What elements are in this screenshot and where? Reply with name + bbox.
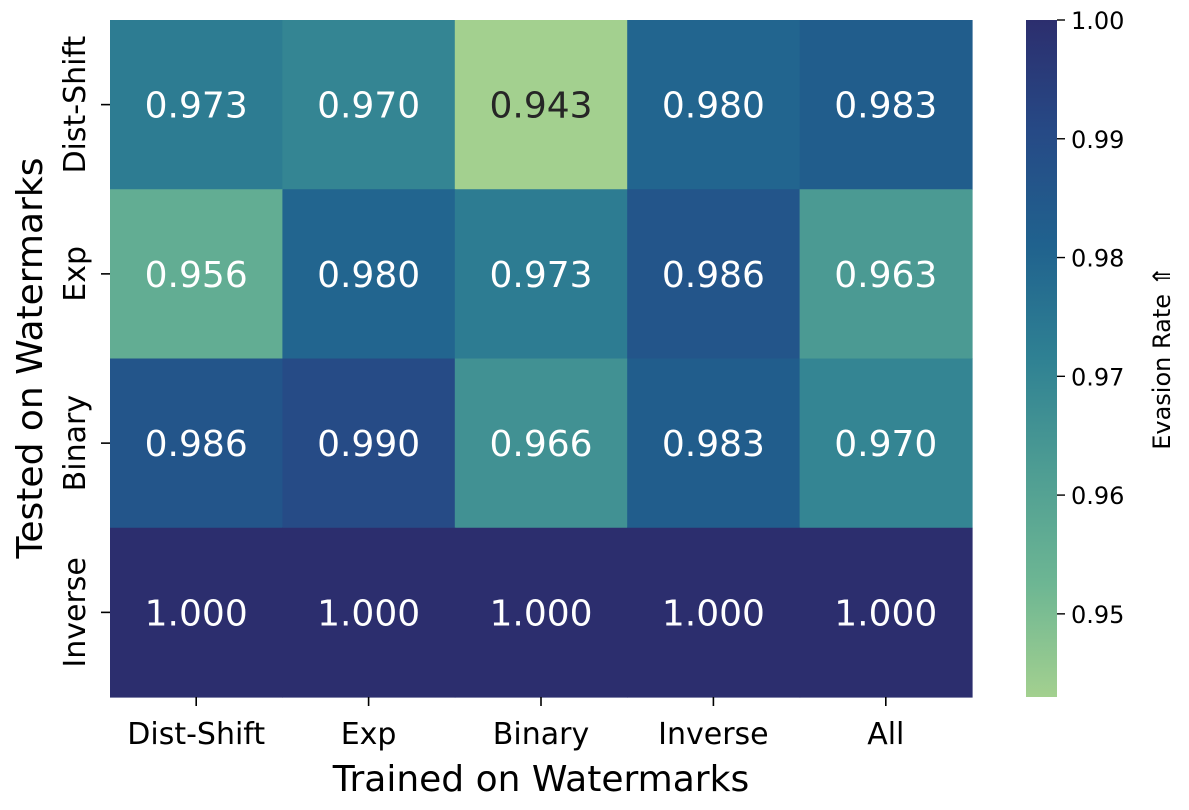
- colorbar-tick-label: 0.97: [1071, 363, 1124, 391]
- x-tick-label: Inverse: [658, 717, 769, 752]
- cell-value-label: 1.000: [145, 593, 248, 634]
- cell-value-label: 0.970: [834, 424, 937, 465]
- heatmap-cell: [282, 20, 456, 190]
- heatmap-cells: [110, 20, 973, 698]
- y-tick-label: Inverse: [58, 557, 93, 668]
- cell-value-label: 0.943: [489, 86, 592, 127]
- cell-value-label: 0.983: [662, 424, 765, 465]
- heatmap-cell: [799, 527, 973, 698]
- heatmap-cell: [799, 20, 973, 190]
- y-axis-ticks: Dist-Shift Exp Binary Inverse: [58, 35, 110, 668]
- cell-value-label: 0.980: [317, 255, 420, 296]
- heatmap-cell: [627, 358, 801, 529]
- cell-value-label: 0.966: [489, 424, 592, 465]
- colorbar-tick-label: 0.99: [1071, 126, 1124, 154]
- colorbar-ticks: 0.95 0.96 0.97 0.98 0.99 1.00: [1057, 7, 1124, 629]
- cell-value-label: 0.956: [145, 255, 248, 296]
- heatmap-cell: [110, 20, 283, 190]
- x-tick-label: All: [867, 717, 904, 752]
- heatmap-cell: [627, 189, 801, 360]
- heatmap-cell: [627, 527, 801, 698]
- heatmap-cell: [110, 189, 283, 360]
- y-axis-title: Tested on Watermarks: [10, 158, 51, 560]
- cell-value-label: 0.990: [317, 424, 420, 465]
- x-axis-title: Trained on Watermarks: [332, 759, 749, 800]
- cell-value-label: 1.000: [662, 593, 765, 634]
- cell-value-label: 0.963: [834, 255, 937, 296]
- colorbar-title: Evasion Rate ⇑: [1148, 266, 1176, 450]
- colorbar-tick-label: 0.98: [1071, 245, 1124, 273]
- cell-value-label: 0.986: [145, 424, 248, 465]
- heatmap-cell: [454, 358, 628, 529]
- heatmap-cell: [110, 527, 283, 698]
- y-tick-label: Exp: [58, 246, 93, 302]
- heatmap-cell: [454, 189, 628, 360]
- heatmap-cell: [799, 358, 973, 529]
- cell-value-label: 1.000: [489, 593, 592, 634]
- x-tick-label: Binary: [493, 717, 589, 752]
- cell-value-label: 0.986: [662, 255, 765, 296]
- heatmap-cell: [110, 358, 283, 529]
- x-axis-ticks: Dist-Shift Exp Binary Inverse All: [127, 697, 904, 752]
- colorbar: [1026, 20, 1057, 697]
- heatmap-cell: [454, 20, 628, 190]
- heatmap-value-labels: 0.973 0.970 0.943 0.980 0.983 0.956 0.980 0.973…: [145, 86, 938, 635]
- cell-value-label: 0.983: [834, 86, 937, 127]
- heatmap-cell: [454, 527, 628, 698]
- x-tick-label: Dist-Shift: [127, 717, 265, 752]
- colorbar-tick-label: 0.96: [1071, 482, 1124, 510]
- cell-value-label: 0.980: [662, 86, 765, 127]
- heatmap-cell: [282, 189, 456, 360]
- cell-value-label: 1.000: [317, 593, 420, 634]
- y-tick-label: Dist-Shift: [58, 35, 93, 173]
- cell-value-label: 0.973: [145, 86, 248, 127]
- colorbar-tick-label: 1.00: [1071, 7, 1124, 35]
- cell-value-label: 0.970: [317, 86, 420, 127]
- x-tick-label: Exp: [341, 717, 397, 752]
- y-tick-label: Binary: [58, 395, 93, 491]
- cell-value-label: 1.000: [834, 593, 937, 634]
- colorbar-tick-label: 0.95: [1071, 601, 1124, 629]
- cell-value-label: 0.973: [489, 255, 592, 296]
- heatmap-cell: [627, 20, 801, 190]
- heatmap-cell: [282, 358, 456, 529]
- heatmap-cell: [282, 527, 456, 698]
- heatmap-cell: [799, 189, 973, 360]
